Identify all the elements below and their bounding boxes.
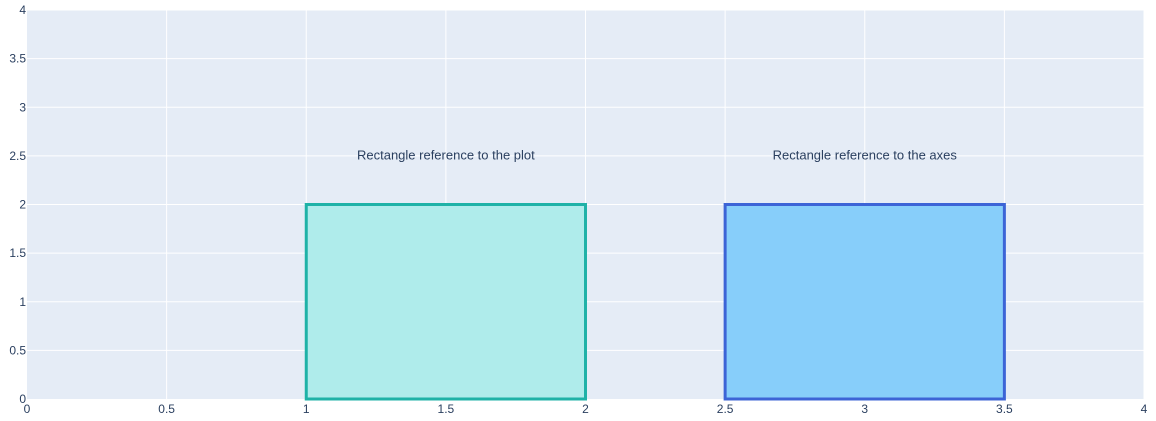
y-tick-label: 4	[19, 3, 26, 17]
y-tick-label: 0	[19, 392, 26, 406]
y-tick-label: 2.5	[9, 149, 26, 163]
x-tick-label: 0	[24, 402, 31, 416]
x-tick-label: 3.5	[996, 402, 1013, 416]
x-tick-label: 2	[582, 402, 589, 416]
annotation-label-1: Rectangle reference to the plot	[357, 147, 535, 162]
x-tick-label: 1.5	[438, 402, 455, 416]
x-tick-label: 2.5	[717, 402, 734, 416]
annotation-label-2: Rectangle reference to the axes	[773, 147, 958, 162]
rectangle-shape-2[interactable]	[723, 203, 1006, 401]
y-tick-label: 2	[19, 198, 26, 212]
x-tick-label: 1	[303, 402, 310, 416]
rectangle-shape-1[interactable]	[304, 203, 587, 401]
y-tick-label: 3	[19, 100, 26, 114]
x-tick-label: 3	[861, 402, 868, 416]
y-axis-ticks: 0 0.5 1 1.5 2 2.5 3 3.5 4	[9, 3, 26, 406]
x-axis-ticks: 0 0.5 1 1.5 2 2.5 3 3.5 4	[24, 402, 1148, 416]
y-tick-label: 3.5	[9, 52, 26, 66]
x-tick-label: 0.5	[158, 402, 175, 416]
y-tick-label: 1.5	[9, 246, 26, 260]
rectangles	[304, 203, 1006, 401]
annotations: Rectangle reference to the plot Rectangle…	[357, 147, 957, 162]
y-tick-label: 0.5	[9, 343, 26, 357]
y-tick-label: 1	[19, 295, 26, 309]
x-tick-label: 4	[1141, 402, 1148, 416]
